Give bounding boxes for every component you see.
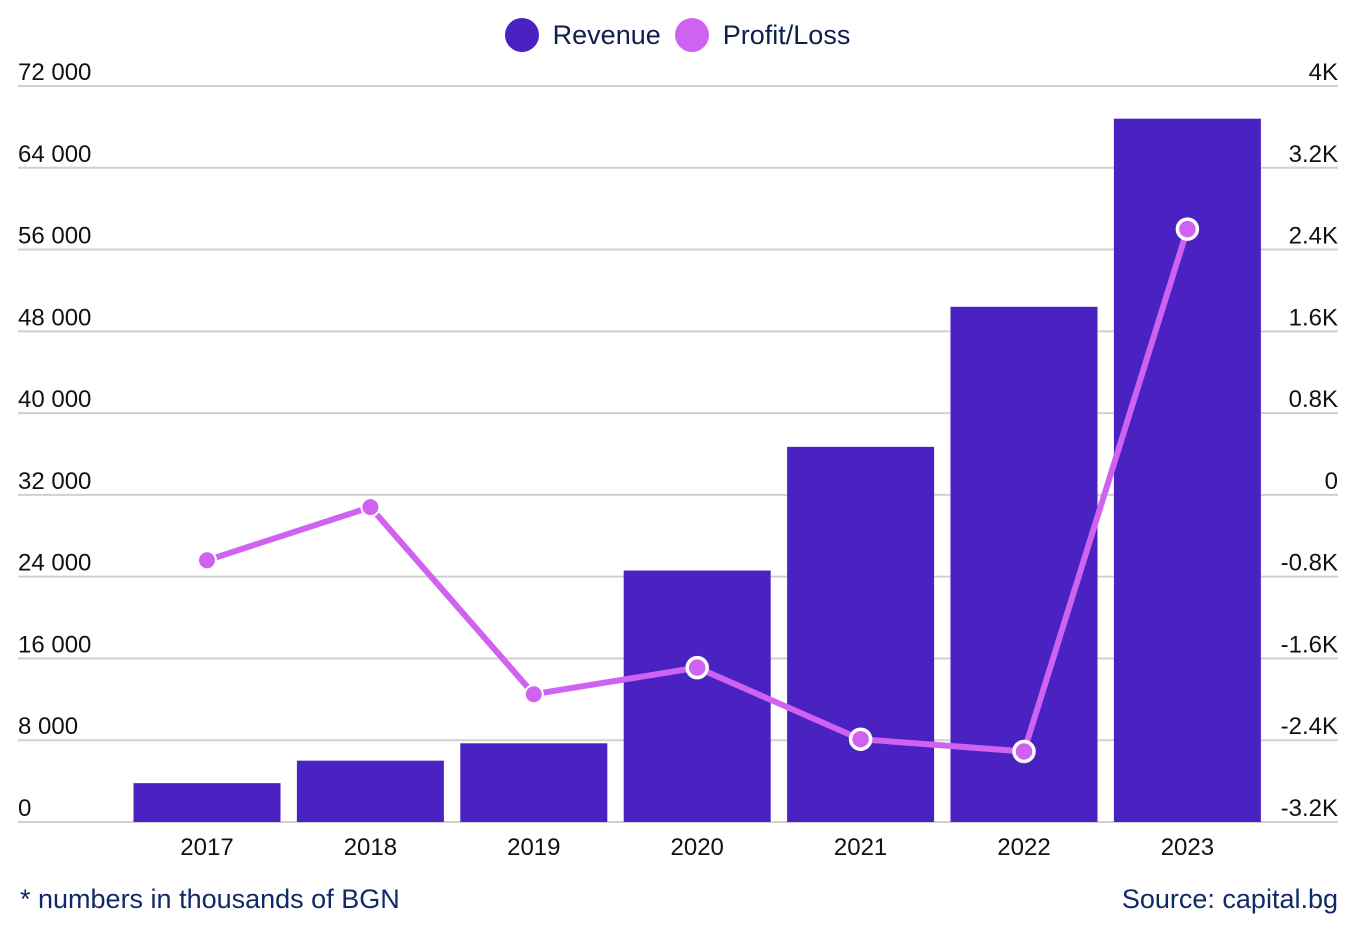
revenue-bar	[296, 760, 444, 822]
x-tick-label: 2020	[671, 834, 724, 861]
right-tick-label: 0	[1325, 468, 1338, 495]
x-tick-label: 2019	[507, 834, 560, 861]
left-tick-label: 32 000	[18, 468, 91, 495]
left-tick-label: 72 000	[18, 59, 91, 86]
right-tick-label: -2.4K	[1281, 713, 1338, 740]
left-tick-label: 0	[18, 795, 31, 822]
legend-item-profit-loss[interactable]: Profit/Loss	[674, 18, 851, 52]
profit-loss-point	[685, 655, 709, 680]
revenue-bar	[950, 306, 1098, 822]
right-tick-label: 2.4K	[1289, 223, 1338, 250]
legend: Revenue Profit/Loss	[0, 18, 1355, 52]
revenue-swatch	[504, 18, 539, 52]
x-tick-label: 2023	[1161, 834, 1214, 861]
right-tick-label: -1.6K	[1281, 631, 1338, 658]
legend-label: Revenue	[552, 19, 661, 50]
left-tick-label: 24 000	[18, 550, 91, 577]
source: Source: capital.bg	[1121, 884, 1338, 914]
left-tick-label: 16 000	[18, 631, 91, 658]
left-tick-label: 64 000	[18, 141, 91, 168]
profit-loss-point	[523, 684, 544, 705]
left-tick-label: 56 000	[18, 223, 91, 250]
profit-loss-point	[197, 550, 217, 571]
profit-loss-point	[1012, 739, 1036, 764]
legend-label: Profit/Loss	[722, 19, 851, 50]
profit-loss-point	[1175, 217, 1200, 241]
revenue-bar	[460, 743, 608, 822]
revenue-bar	[787, 446, 935, 822]
left-tick-label: 48 000	[18, 304, 91, 331]
revenue-bar	[623, 570, 771, 822]
right-tick-label: 1.6K	[1289, 304, 1338, 331]
profit-loss-point	[360, 497, 381, 518]
left-tick-label: 8 000	[18, 713, 78, 740]
x-tick-label: 2018	[344, 834, 397, 861]
right-tick-label: 4K	[1309, 59, 1338, 86]
right-tick-label: -0.8K	[1281, 550, 1338, 577]
right-tick-label: 3.2K	[1289, 141, 1338, 168]
x-tick-label: 2021	[834, 834, 887, 861]
right-tick-label: 0.8K	[1289, 386, 1338, 413]
profit-loss-point	[848, 727, 873, 751]
right-tick-label: -3.2K	[1281, 795, 1338, 822]
profit-loss-swatch	[674, 18, 709, 52]
footnote: * numbers in thousands of BGN	[20, 884, 400, 914]
left-tick-label: 40 000	[18, 386, 91, 413]
x-tick-label: 2017	[180, 834, 233, 861]
revenue-bar	[133, 783, 281, 822]
x-tick-label: 2022	[997, 834, 1050, 861]
legend-item-revenue[interactable]: Revenue	[504, 18, 661, 52]
